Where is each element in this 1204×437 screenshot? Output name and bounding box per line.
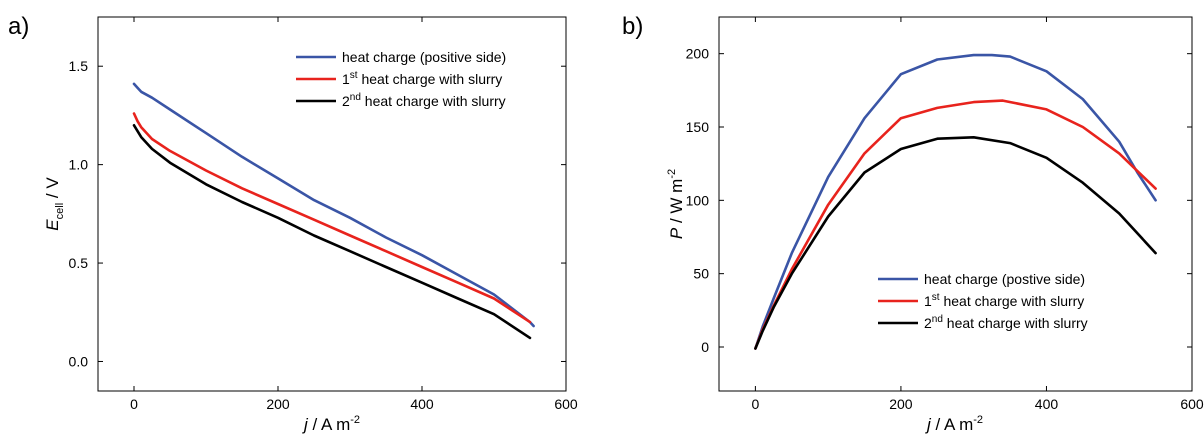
panel-b-series-line-1 <box>754 53 1157 350</box>
panel-b-plot-area <box>718 16 1193 392</box>
panel-b-x-tick-label: 600 <box>1180 396 1204 412</box>
panel-b-y-tick-label: 50 <box>693 266 709 282</box>
panel-b-legend-label-1: heat charge (postive side) <box>924 271 1085 287</box>
panel-a-series-line-2 <box>132 112 532 324</box>
panel-b-y-tick-label: 150 <box>686 119 710 135</box>
panel-a-y-tick-label: 0.5 <box>69 255 89 271</box>
panel-a-plot-area <box>97 16 567 392</box>
panel-a-y-tick-label: 0.0 <box>69 353 89 369</box>
panel-a-legend-label-3: 2nd heat charge with slurry <box>342 92 506 109</box>
panel-b-y-tick-label: 100 <box>686 192 710 208</box>
panel-b-y-tick-label: 0 <box>701 339 709 355</box>
panel-b-x-axis-label: j / A m-2 <box>925 414 983 434</box>
panel-a-y-tick-label: 1.5 <box>69 58 89 74</box>
panel-a-y-ticks: 0.0 0.5 1.0 1.5 <box>69 58 566 369</box>
panel-b-x-tick-label: 0 <box>751 396 759 412</box>
panel-a-x-tick-label: 600 <box>554 396 578 412</box>
panel-a-x-tick-label: 0 <box>130 396 138 412</box>
panel-a-x-tick-label: 400 <box>410 396 434 412</box>
panel-b-y-tick-label: 200 <box>686 46 710 62</box>
panel-a-legend: heat charge (positive side) 1st heat char… <box>296 49 506 109</box>
panel-a-y-tick-label: 1.0 <box>69 157 89 173</box>
panel-b-legend: heat charge (postive side) 1st heat charg… <box>878 271 1088 331</box>
panel-a-x-axis-label: j / A m-2 <box>302 414 360 434</box>
panel-b-series-line-3 <box>754 136 1157 350</box>
panel-b-y-ticks: 0 50 100 150 200 <box>686 46 1192 355</box>
panel-a-x-ticks: 0 200 400 600 <box>130 17 578 412</box>
panel-b-y-axis-label: P / W m-2 <box>666 169 686 239</box>
panel-b-legend-label-3: 2nd heat charge with slurry <box>924 314 1088 331</box>
panel-b-chart: b) 0 200 400 600 0 50 100 150 200 j / A m-2 P /… <box>622 13 1204 434</box>
panel-b-legend-label-2: 1st heat charge with slurry <box>924 292 1084 309</box>
panel-a-x-tick-label: 200 <box>266 396 290 412</box>
panel-b-x-tick-label: 400 <box>1035 396 1059 412</box>
panel-b-x-tick-label: 200 <box>889 396 913 412</box>
panel-a-series-line-3 <box>132 124 532 340</box>
panel-a-y-axis-label: Ecell / V <box>43 177 66 231</box>
panel-a-legend-label-1: heat charge (positive side) <box>342 49 506 65</box>
panel-b-label: b) <box>622 13 643 40</box>
panel-a-series <box>132 82 535 340</box>
panel-a-chart: a) 0 200 400 600 0.0 0.5 1.0 1.5 j / A m-2 Ece… <box>8 13 578 434</box>
panel-a-label: a) <box>8 13 29 40</box>
panel-a-series-line-1 <box>132 82 535 328</box>
panel-a-legend-label-2: 1st heat charge with slurry <box>342 70 502 87</box>
panel-b-series <box>754 53 1157 350</box>
panel-b-x-ticks: 0 200 400 600 <box>751 17 1204 412</box>
